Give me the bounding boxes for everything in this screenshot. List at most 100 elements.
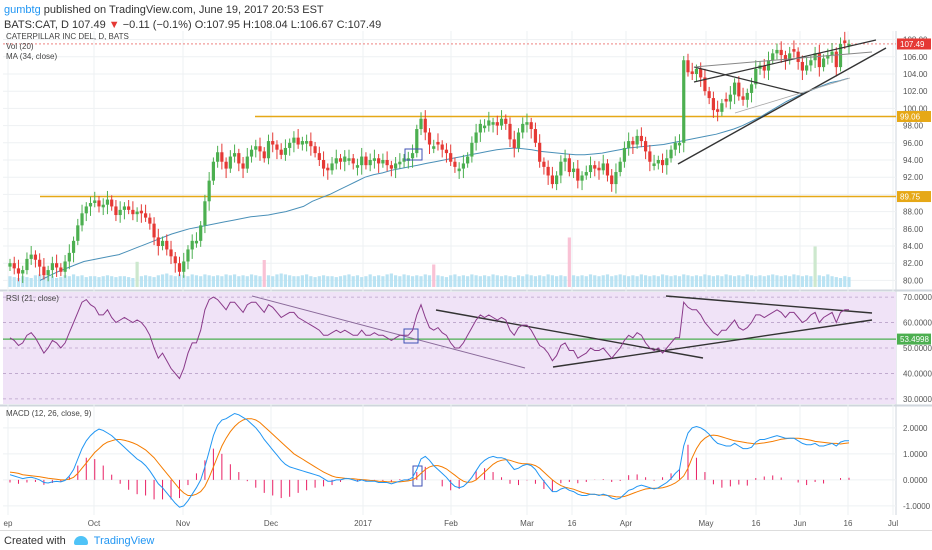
x-tick-label: ep [4,519,13,528]
symbol-info: BATS:CAT, D 107.49 ▼ −0.11 (−0.1%) O:107… [4,19,381,31]
candle-body [550,175,554,185]
volume-bar [555,276,559,287]
publish-info: gumbtg published on TradingView.com, Jun… [4,4,324,16]
candle-body [355,165,360,168]
volume-bar [546,274,550,287]
candle-body [313,146,317,154]
volume-bar [160,274,165,287]
candle-body [33,254,38,260]
candle-body [127,206,131,210]
volume-bar [805,275,809,287]
down-arrow-icon: ▼ [108,19,120,31]
volume-bar [224,274,228,287]
tradingview-link[interactable]: TradingView [93,534,155,547]
candle-body [228,156,232,169]
candle-body [377,158,381,164]
candle-body [415,129,419,154]
volume-bar [199,276,203,287]
volume-bar [745,274,749,287]
volume-bar [627,276,631,287]
candle-body [432,146,436,149]
candle-body [423,118,427,133]
volume-bar [622,275,627,287]
candle-body [46,270,50,276]
volume-bar [186,276,190,287]
candle-body [275,144,279,150]
candle-body [516,132,521,148]
candle-body [838,43,843,68]
volume-bar [207,275,211,287]
candle-body [105,199,110,205]
volume-bar [232,274,237,287]
volume-bar [216,275,220,287]
chart-area[interactable]: 80.0082.0084.0086.0088.0090.0092.0094.00… [0,0,932,530]
trend-line [677,47,887,165]
candle-body [605,163,610,176]
candle-body [741,96,745,100]
candle-body [321,160,326,169]
volume-bar [88,276,93,287]
candle-body [635,135,639,145]
candle-body [241,163,245,169]
volume-bar [758,275,762,287]
volume-bar [847,277,851,287]
candle-body [512,139,516,148]
volume-bar [8,276,12,287]
price-label: 89.75 [900,193,921,202]
volume-bar [194,275,199,287]
volume-bar [783,275,788,287]
volume-bar [771,274,775,287]
candle-body [194,240,199,244]
volume-bar [38,274,42,287]
volume-bar [461,275,465,287]
volume-bar [843,276,847,287]
volume-bar [631,275,635,287]
x-tick-label: 16 [752,519,761,528]
candle-body [262,151,266,159]
volume-bar [389,273,393,287]
candle-body [817,53,821,68]
candle-body [254,146,258,150]
candle-body [525,122,529,125]
volume-bar [338,276,343,287]
candle-body [660,160,665,166]
volume-bar [402,274,406,287]
volume-bar [245,276,249,287]
trend-lines[interactable] [251,39,887,487]
candle-body [762,65,766,71]
price-tick-label: 100.00 [903,104,928,113]
volume-bar [453,274,457,287]
volume-bar [834,277,838,287]
candle-body [576,168,580,181]
volume-bar [309,276,313,287]
candle-body [567,158,571,173]
candle-body [830,51,834,56]
macd-signal-line [9,418,850,498]
volume-bar [381,276,385,287]
price-tick-label: 102.00 [903,87,928,96]
volume-bar [775,275,779,287]
volume-bar [173,276,177,287]
candle-body [394,163,398,169]
volume-bar [597,276,601,287]
volume-bar [313,277,317,287]
candle-body [220,152,224,162]
author-link[interactable]: gumbtg [4,4,41,16]
volume-bar [567,237,571,287]
candle-body [694,68,699,74]
candle-body [334,158,338,164]
volume-bar [728,275,732,287]
rsi-tick-label: 60.0000 [903,319,932,328]
candle-body [338,158,343,162]
price-tick-label: 104.00 [903,70,928,79]
candle-body [309,141,313,147]
candle-body [749,84,754,93]
candle-body [71,240,76,253]
volume-bar [25,277,29,287]
x-tick-label: Mar [520,519,534,528]
x-tick-label: Nov [176,519,190,528]
price-label-box [897,191,931,203]
volume-bar [766,275,771,287]
candle-body [237,153,241,164]
volume-bar [796,275,800,287]
